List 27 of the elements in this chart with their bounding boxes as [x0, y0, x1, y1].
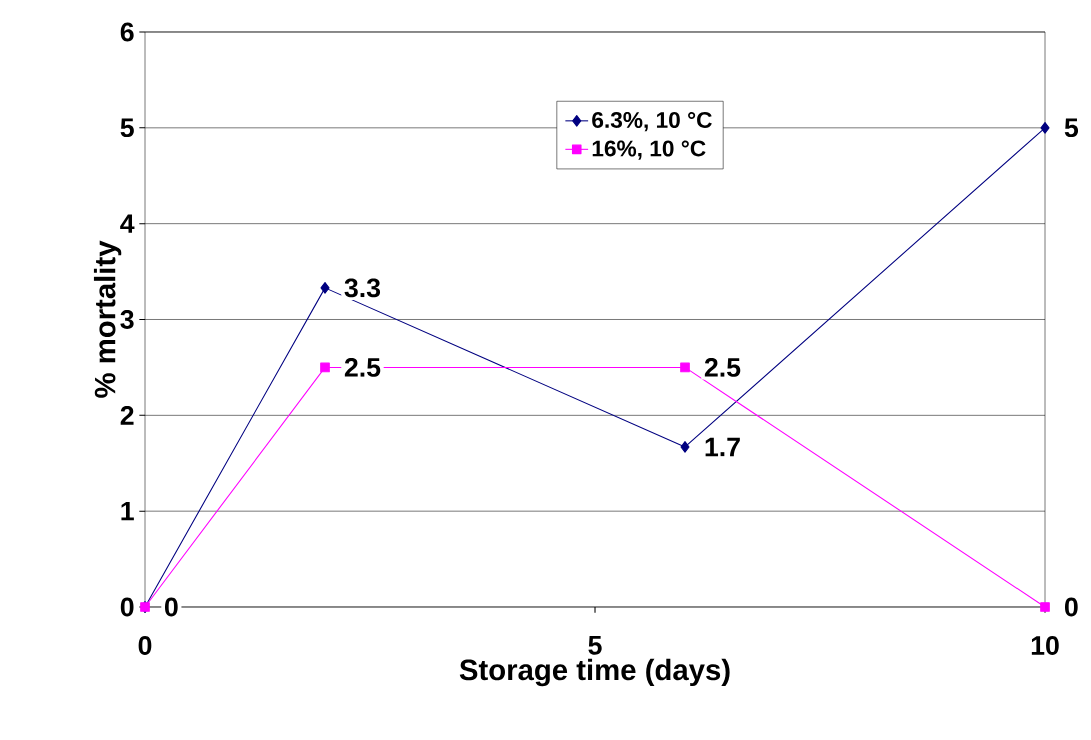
point: [1040, 121, 1050, 134]
y-axis-title: % mortality: [93, 240, 122, 398]
x-tick-label: 0: [138, 636, 152, 655]
data-label: 3.3: [344, 278, 381, 298]
y-tick-label: 1: [121, 502, 134, 521]
y-tick-label: 4: [120, 214, 135, 233]
point: [680, 362, 690, 373]
point: [1040, 602, 1050, 612]
x-tick-label: 5: [588, 636, 602, 655]
x-axis-title: Storage time (days): [459, 658, 730, 687]
legend-label: 16%, 10 °C: [592, 140, 706, 160]
point: [320, 362, 330, 373]
data-label: 0: [1064, 597, 1078, 617]
legend-label: 6.3%, 10 °C: [592, 111, 712, 132]
data-label: 0: [164, 597, 178, 617]
point: [680, 441, 690, 453]
point: [320, 282, 330, 294]
data-label: 2.5: [704, 357, 741, 377]
y-tick-label: 0: [120, 597, 134, 617]
data-label: 1.7: [705, 437, 740, 457]
y-tick-label: 3: [120, 310, 134, 329]
y-tick-label: 5: [120, 118, 134, 138]
data-label: 5: [1064, 118, 1079, 138]
y-tick-label: 2: [120, 406, 134, 425]
x-tick-label: 10: [1031, 636, 1059, 655]
y-tick-label: 6: [120, 22, 134, 42]
data-label: 2.5: [344, 357, 381, 377]
